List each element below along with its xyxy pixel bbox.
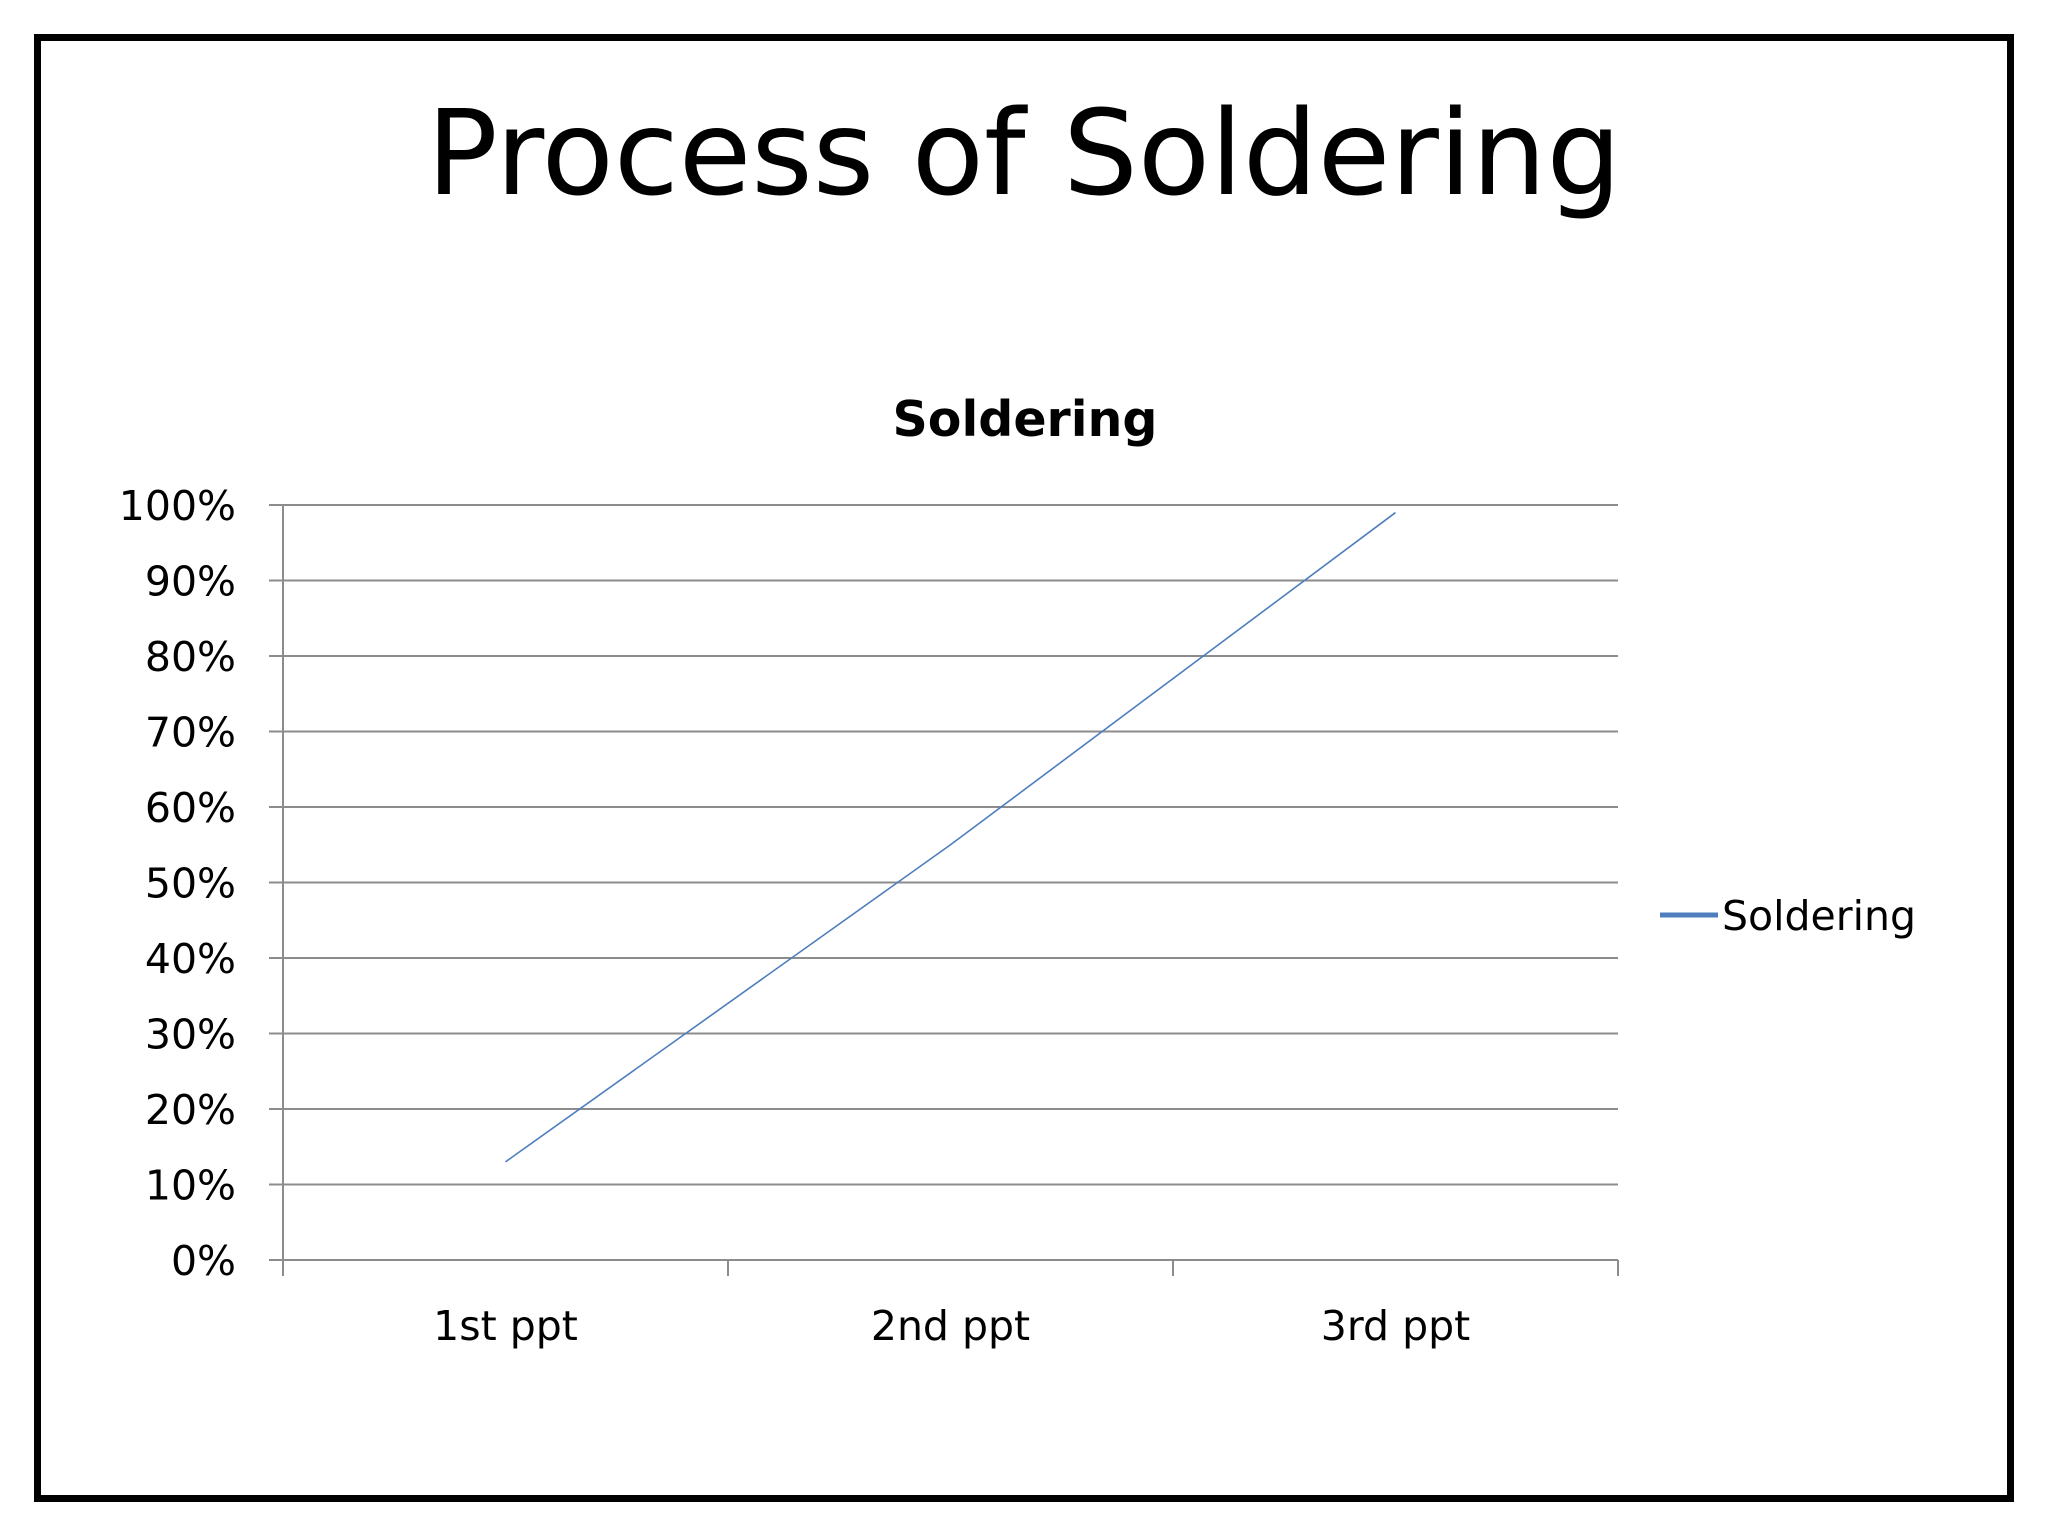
- y-tick-labels: 0% 10% 20% 30% 40% 50% 60% 70% 80% 90% 100%: [119, 482, 236, 1285]
- y-tick-label: 70%: [145, 709, 236, 757]
- y-tick-label: 30%: [145, 1011, 236, 1059]
- y-tick-label: 60%: [145, 784, 236, 832]
- y-tick-label: 10%: [145, 1162, 236, 1210]
- y-tick-label: 20%: [145, 1086, 236, 1134]
- y-tick-label: 0%: [171, 1237, 236, 1285]
- y-tick-label: 80%: [145, 633, 236, 681]
- slide-frame: [34, 34, 2014, 1502]
- y-tick-label: 40%: [145, 935, 236, 983]
- y-tick-label: 100%: [119, 482, 236, 530]
- axes: [269, 504, 1619, 1276]
- chart-title: Soldering: [893, 391, 1158, 448]
- slide-title: Process of Soldering: [426, 84, 1622, 222]
- y-tick-label: 90%: [145, 558, 236, 606]
- y-tick-label: 50%: [145, 860, 236, 908]
- series-lines: [505, 511, 1396, 1163]
- series-line: [505, 511, 1396, 1163]
- x-tick-label: 3rd ppt: [1321, 1302, 1470, 1350]
- legend: Soldering: [1660, 892, 1916, 940]
- x-tick-label: 2nd ppt: [871, 1302, 1030, 1350]
- x-tick-label: 1st ppt: [433, 1302, 578, 1350]
- legend-label: Soldering: [1722, 892, 1916, 940]
- x-tick-labels: 1st ppt 2nd ppt 3rd ppt: [433, 1302, 1470, 1350]
- gridlines: [283, 504, 1618, 1186]
